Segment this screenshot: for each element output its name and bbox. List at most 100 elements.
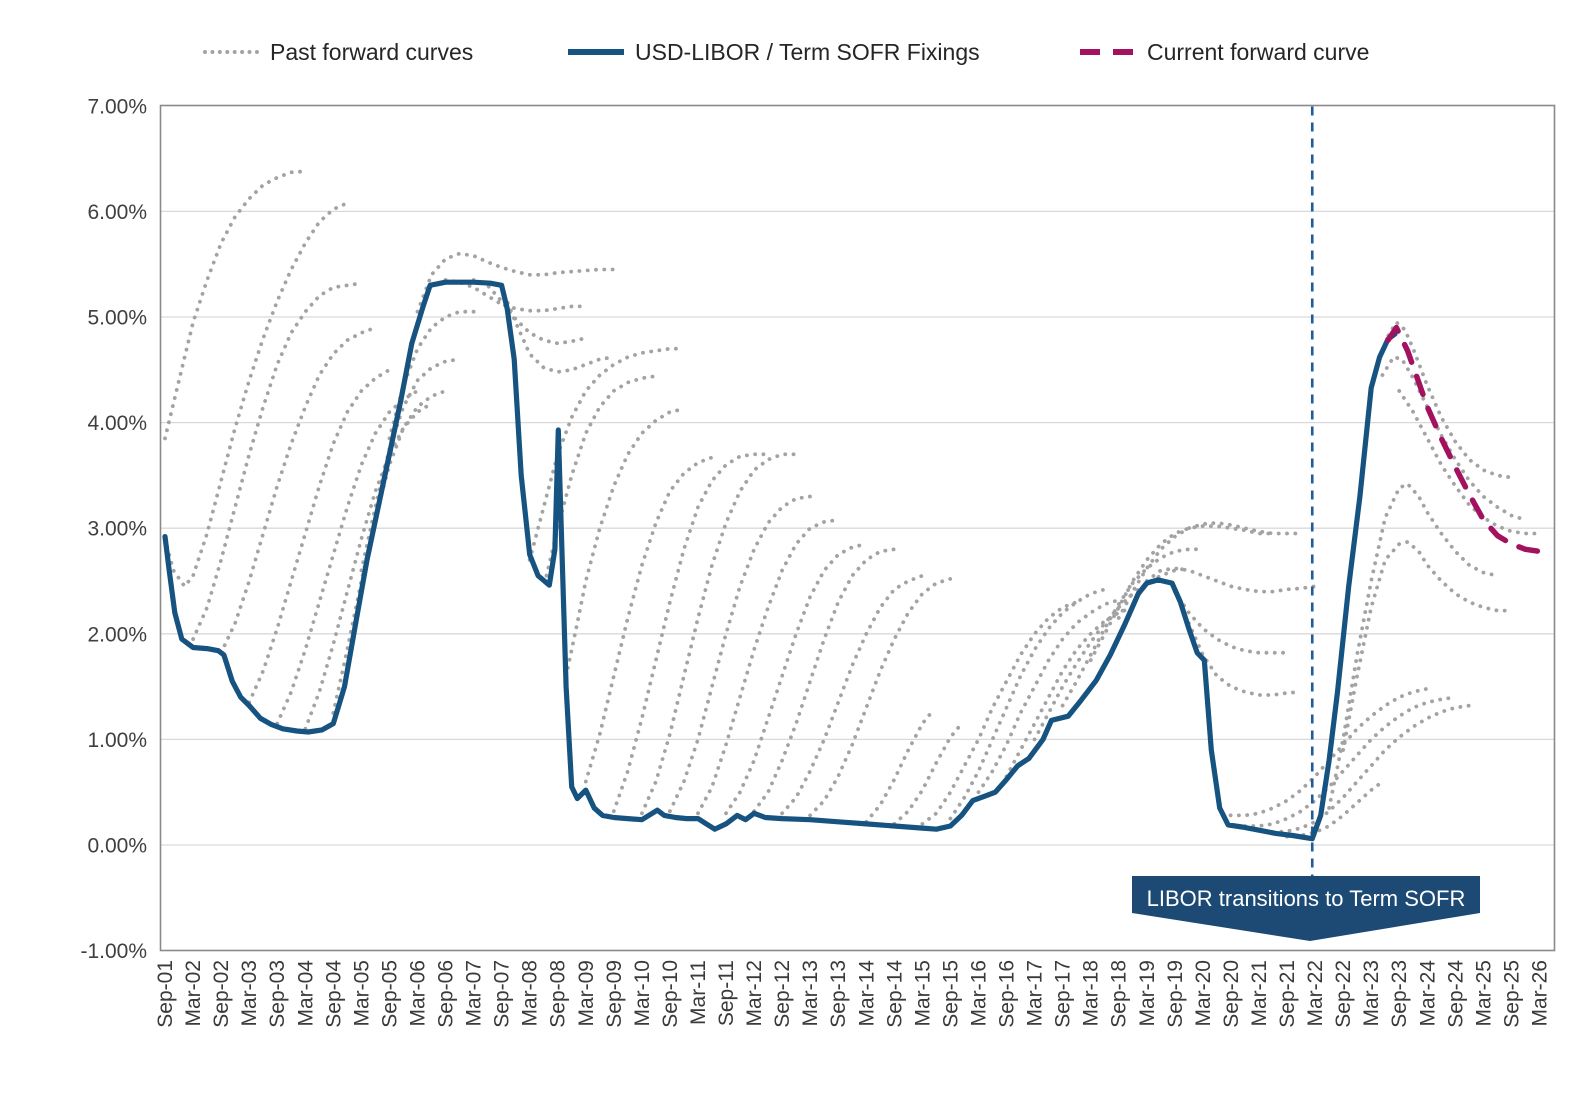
x-axis-labels: Sep-01 Mar-02 Sep-02 Mar-03 Sep-03 Mar-04 Sep-… — [154, 960, 1552, 1028]
x-tick-label: Sep-12 — [771, 960, 794, 1028]
past-forward-curve — [1088, 524, 1275, 663]
x-tick-label: Sep-20 — [1220, 960, 1243, 1028]
x-tick-label: Sep-01 — [154, 960, 177, 1028]
x-tick-label: Sep-10 — [659, 960, 682, 1028]
x-tick-label: Mar-20 — [1192, 960, 1215, 1027]
legend-label: Current forward curve — [1147, 38, 1370, 65]
solid-line-swatch-icon — [568, 49, 624, 55]
x-tick-label: Mar-06 — [407, 960, 430, 1027]
legend-label: USD-LIBOR / Term SOFR Fixings — [635, 38, 980, 65]
x-tick-label: Sep-15 — [939, 960, 962, 1028]
x-tick-label: Sep-05 — [378, 960, 401, 1028]
x-tick-label: Mar-16 — [968, 960, 991, 1027]
past-forward-curve — [1271, 703, 1472, 835]
x-tick-label: Mar-08 — [519, 960, 542, 1027]
past-forward-curve — [1380, 355, 1528, 522]
past-forward-curve — [1220, 686, 1430, 818]
past-forward-curve — [499, 285, 616, 374]
past-forward-curve — [443, 278, 588, 313]
x-tick-label: Sep-23 — [1388, 960, 1411, 1028]
x-tick-label: Mar-04 — [294, 960, 317, 1027]
y-axis-labels: 7.00% 6.00% 5.00% 4.00% 3.00% 2.00% 1.00% 0.00%… — [80, 95, 147, 963]
past-forward-curve — [668, 494, 812, 814]
past-forward-curve — [892, 721, 964, 826]
x-tick-label: Sep-22 — [1332, 960, 1355, 1028]
y-tick-label: 1.00% — [87, 729, 147, 752]
past-forward-curve — [1369, 320, 1514, 480]
x-tick-label: Sep-08 — [547, 960, 570, 1028]
fixings-line — [162, 279, 1398, 842]
x-tick-label: Mar-03 — [238, 960, 261, 1027]
x-tick-label: Mar-23 — [1360, 960, 1383, 1027]
past-forward-curve — [1004, 605, 1135, 779]
past-forward-curve — [583, 455, 714, 784]
past-forward-curve — [1172, 589, 1289, 655]
past-forward-curve — [1186, 621, 1303, 697]
past-forward-curve — [415, 251, 616, 314]
x-tick-label: Mar-18 — [1080, 960, 1103, 1027]
x-tick-label: Sep-14 — [883, 960, 906, 1028]
x-tick-label: Mar-15 — [911, 960, 934, 1027]
x-tick-label: Mar-21 — [1248, 960, 1271, 1027]
past-forward-curve — [564, 406, 686, 678]
past-forward-curve — [976, 598, 1121, 795]
legend-label: Past forward curves — [270, 38, 474, 65]
y-tick-label: 7.00% — [87, 95, 147, 118]
past-forward-curve — [163, 201, 350, 589]
x-tick-label: Mar-02 — [182, 960, 205, 1027]
x-tick-label: Sep-16 — [996, 960, 1019, 1028]
x-tick-label: Mar-25 — [1472, 960, 1495, 1027]
past-forward-curve — [247, 367, 392, 705]
x-tick-label: Mar-14 — [855, 960, 878, 1027]
x-tick-label: Mar-17 — [1024, 960, 1047, 1027]
y-tick-label: 6.00% — [87, 201, 147, 224]
x-tick-label: Mar-13 — [799, 960, 822, 1027]
x-tick-label: Mar-10 — [631, 960, 654, 1027]
y-tick-label: 4.00% — [87, 412, 147, 435]
x-tick-label: Sep-25 — [1500, 960, 1523, 1028]
dashed-line-swatch-icon — [1080, 49, 1136, 55]
past-forward-curve — [864, 707, 936, 824]
x-tick-label: Sep-11 — [715, 960, 738, 1026]
past-forward-curve — [640, 452, 798, 816]
gridlines — [160, 210, 1555, 846]
plot-border — [159, 104, 1556, 952]
past-forward-curve — [1397, 388, 1542, 536]
x-tick-label: Sep-03 — [266, 960, 289, 1028]
x-tick-label: Sep-02 — [210, 960, 233, 1028]
x-tick-label: Mar-22 — [1304, 960, 1327, 1027]
x-tick-label: Mar-09 — [575, 960, 598, 1027]
x-tick-label: Mar-12 — [743, 960, 766, 1027]
chart-legend: Past forward curves USD-LIBOR / Term SOF… — [0, 30, 1589, 74]
current-forward-line — [1385, 324, 1543, 555]
past-forward-curve — [752, 547, 897, 814]
x-tick-label: Sep-19 — [1164, 960, 1187, 1028]
dotted-line-swatch-icon — [203, 50, 259, 54]
x-tick-label: Mar-07 — [463, 960, 486, 1027]
x-tick-label: Mar-19 — [1136, 960, 1159, 1027]
y-tick-label: 0.00% — [87, 835, 147, 858]
legend-item-fixings: USD-LIBOR / Term SOFR Fixings — [568, 30, 980, 74]
x-tick-label: Sep-18 — [1108, 960, 1131, 1028]
y-tick-label: 2.00% — [87, 623, 147, 646]
x-tick-label: Sep-17 — [1052, 960, 1075, 1028]
x-tick-label: Sep-07 — [491, 960, 514, 1028]
x-tick-label: Sep-04 — [322, 960, 345, 1028]
x-tick-label: Mar-11 — [687, 960, 710, 1025]
past-forward-curve — [948, 587, 1107, 821]
current-forward-polyline — [1385, 324, 1543, 555]
transition-banner — [1132, 876, 1480, 941]
fixings-polyline — [162, 279, 1398, 842]
past-forward-curve — [191, 281, 364, 641]
past-forward-curve — [696, 517, 841, 816]
x-tick-label: Mar-05 — [350, 960, 373, 1027]
x-tick-label: Sep-09 — [603, 960, 626, 1028]
past-forward-curve — [1116, 521, 1303, 620]
past-forward-curve — [219, 325, 378, 655]
past-forward-curve — [303, 401, 434, 731]
past-forward-curve — [359, 357, 462, 573]
legend-item-past-forward-curves: Past forward curves — [203, 30, 473, 74]
x-tick-label: Sep-13 — [827, 960, 850, 1028]
